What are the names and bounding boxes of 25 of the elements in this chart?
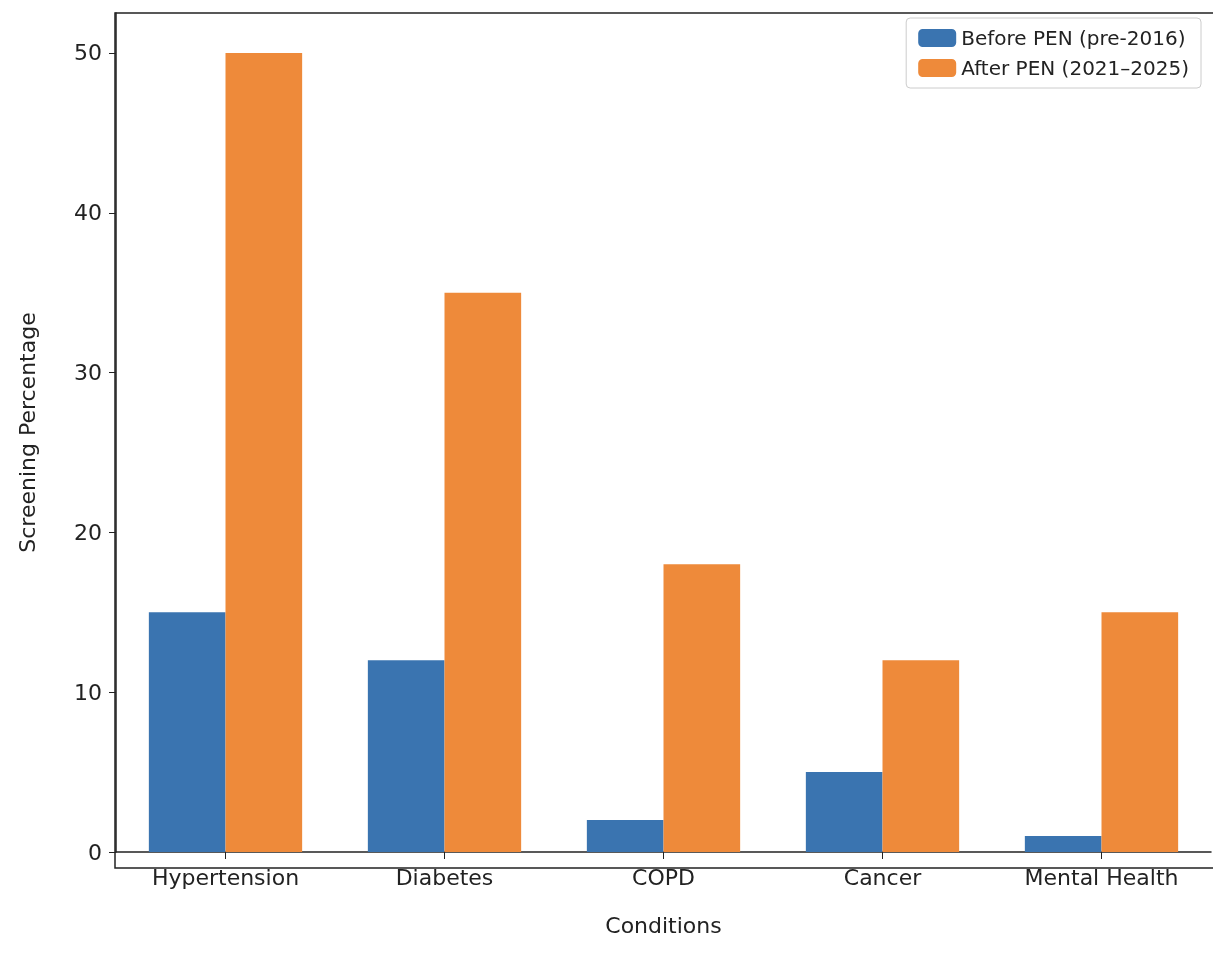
x-tick-label: Mental Health [1024, 864, 1179, 890]
y-tick-label: 0 [88, 839, 102, 865]
y-axis-title: Screening Percentage [14, 312, 40, 553]
x-tick-label: Diabetes [395, 864, 494, 890]
y-tick-label: 40 [74, 200, 102, 226]
legend-label: Before PEN (pre-2016) [961, 26, 1186, 50]
bar [805, 772, 883, 852]
y-tick-label: 10 [74, 679, 102, 705]
legend-label: After PEN (2021–2025) [961, 56, 1190, 80]
bar [1101, 612, 1179, 852]
bar [882, 660, 960, 852]
x-axis-title: Conditions [605, 912, 722, 938]
bar [663, 564, 741, 852]
bar [444, 292, 522, 852]
bar [367, 660, 445, 852]
bar [586, 820, 664, 852]
y-tick-label: 30 [74, 360, 102, 386]
bar [225, 52, 303, 852]
y-tick-label: 50 [74, 40, 102, 66]
x-tick-label: COPD [632, 864, 695, 890]
y-tick-label: 20 [74, 519, 102, 545]
x-tick-label: Hypertension [151, 864, 300, 890]
x-tick-label: Cancer [843, 864, 923, 890]
bar [1024, 836, 1102, 852]
bar [148, 612, 226, 852]
